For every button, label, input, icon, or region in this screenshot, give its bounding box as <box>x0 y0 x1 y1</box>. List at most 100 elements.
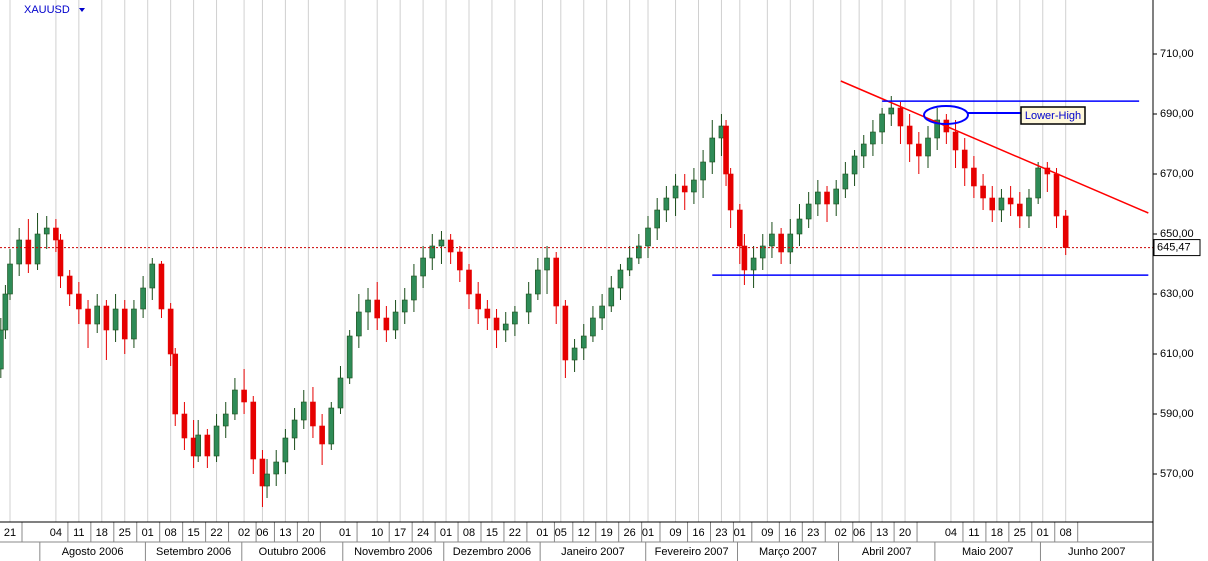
x-tick-label: 15 <box>187 527 199 539</box>
candle-body <box>457 251 463 271</box>
candle-body <box>34 233 41 265</box>
candle-body <box>741 245 748 271</box>
candle-body <box>420 257 426 277</box>
candle-body <box>961 149 968 169</box>
month-label: Novembro 2006 <box>354 546 432 558</box>
candle-body <box>493 317 500 331</box>
month-label: Agosto 2006 <box>62 546 124 558</box>
candle-body <box>85 308 91 325</box>
symbol-dropdown[interactable] <box>79 8 85 12</box>
y-tick-label: 650,00 <box>1160 228 1194 240</box>
x-tick-label: 02 <box>835 527 847 539</box>
candle-body <box>484 308 491 319</box>
candle-body <box>759 245 766 259</box>
candle-body <box>25 239 32 265</box>
candle-body <box>888 107 895 115</box>
x-tick-label: 01 <box>440 527 452 539</box>
x-tick-label: 05 <box>555 527 567 539</box>
y-tick-label: 590,00 <box>1160 408 1194 420</box>
month-label: Junho 2007 <box>1068 546 1126 558</box>
candle-body <box>796 218 803 235</box>
candle-body <box>590 317 596 337</box>
candle-body <box>1026 197 1032 217</box>
x-tick-label: 09 <box>761 527 773 539</box>
x-tick-label: 08 <box>463 527 475 539</box>
candle-body <box>259 458 266 487</box>
candle-body <box>374 299 381 319</box>
x-tick-label: 18 <box>96 527 108 539</box>
candle-body <box>475 293 481 310</box>
candle-body <box>172 353 179 415</box>
x-tick-label: 01 <box>642 527 654 539</box>
candle-body <box>250 401 257 460</box>
candle-body <box>709 137 716 163</box>
candle-body <box>989 197 996 211</box>
x-tick-label: 02 <box>238 527 250 539</box>
x-tick-label: 06 <box>256 527 268 539</box>
x-tick-label: 06 <box>853 527 865 539</box>
candle-body <box>672 185 679 199</box>
candle-body <box>860 143 867 157</box>
x-tick-label: 01 <box>536 527 548 539</box>
candle-body <box>1053 173 1060 217</box>
candle-body <box>512 311 518 325</box>
highlight-ellipse <box>923 105 969 125</box>
candle-body <box>112 308 119 331</box>
candle-body <box>897 107 904 127</box>
x-tick-label: 22 <box>210 527 222 539</box>
candle-body <box>16 239 22 265</box>
candle-body <box>934 119 940 139</box>
month-label: Maio 2007 <box>962 546 1013 558</box>
candle-body <box>429 245 436 259</box>
y-tick-label: 710,00 <box>1160 48 1194 60</box>
x-tick-label: 16 <box>784 527 796 539</box>
y-tick-label: 670,00 <box>1160 168 1194 180</box>
candle-body <box>103 305 110 331</box>
candle-body <box>365 299 371 313</box>
x-tick-label: 26 <box>624 527 636 539</box>
symbol-label[interactable]: XAUUSD <box>24 4 70 16</box>
trend-line <box>840 80 1149 214</box>
candle-body <box>998 197 1005 211</box>
month-label: Setembro 2006 <box>156 546 231 558</box>
x-tick-label: 08 <box>165 527 177 539</box>
x-tick-label: 25 <box>1014 527 1026 539</box>
last-price-box <box>1153 239 1201 257</box>
candle-body <box>787 233 794 253</box>
candle-body <box>204 434 211 457</box>
candle-body <box>190 437 197 457</box>
month-label: Abril 2007 <box>862 546 912 558</box>
month-label: Outubro 2006 <box>259 546 326 558</box>
candle-body <box>411 275 417 301</box>
candle-body <box>617 269 624 289</box>
candle-body <box>195 434 201 457</box>
candle-body <box>76 293 82 310</box>
candle-body <box>7 263 13 295</box>
candle-body <box>401 299 408 313</box>
candle-body <box>691 179 697 193</box>
candle-body <box>319 425 325 445</box>
x-tick-label: 22 <box>509 527 521 539</box>
candle-body <box>328 407 335 445</box>
candle-body <box>66 275 73 295</box>
candle-body <box>681 185 688 193</box>
candle-body <box>599 305 605 319</box>
x-tick-label: 13 <box>876 527 888 539</box>
x-tick-label: 01 <box>339 527 351 539</box>
y-tick-label: 610,00 <box>1160 348 1194 360</box>
y-tick-label: 690,00 <box>1160 108 1194 120</box>
candle-body <box>300 401 307 421</box>
candle-body <box>626 257 633 271</box>
candle-body <box>264 473 270 487</box>
candle-body <box>608 287 615 307</box>
candle-body <box>438 239 445 247</box>
candle-body <box>1062 215 1069 248</box>
candle-body <box>737 209 743 247</box>
candle-body <box>727 173 734 211</box>
candle-body <box>654 209 660 229</box>
candle-body <box>1035 167 1041 199</box>
candle-body <box>149 263 156 289</box>
candle-body <box>466 269 472 295</box>
candle-body <box>140 287 146 310</box>
candle-body <box>53 227 59 241</box>
